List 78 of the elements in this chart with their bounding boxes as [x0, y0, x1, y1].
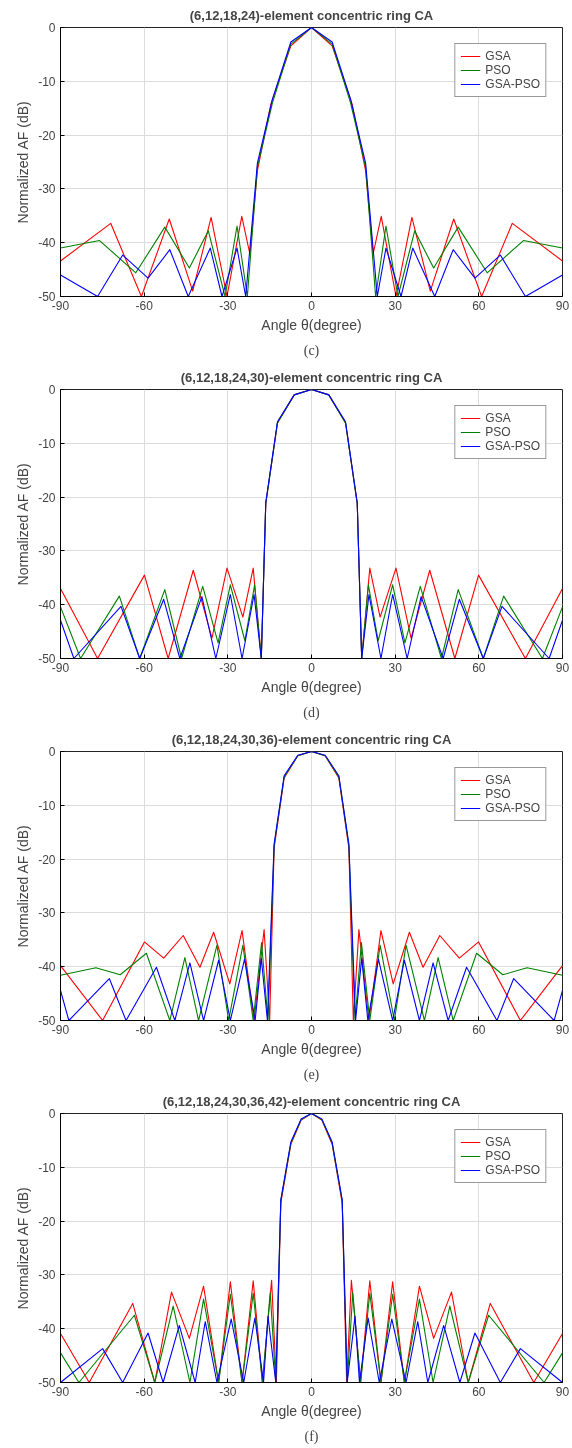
x-axis-title: Angle θ(degree) — [261, 678, 362, 695]
x-tick-label: 0 — [308, 660, 316, 675]
legend-label: GSA — [485, 411, 511, 425]
y-tick-label: -20 — [38, 1214, 56, 1229]
y-tick-label: -30 — [38, 906, 56, 921]
x-axis-title: Angle θ(degree) — [261, 316, 362, 333]
y-tick-label: -20 — [38, 128, 56, 143]
x-tick-label: 30 — [388, 1384, 403, 1399]
x-tick-label: 0 — [308, 298, 316, 313]
x-tick-label: -30 — [219, 298, 237, 313]
y-axis-title: Normalized AF (dB) — [15, 825, 32, 948]
y-tick-label: 0 — [48, 21, 56, 35]
y-tick-label: -40 — [38, 236, 56, 251]
y-tick-label: -40 — [38, 1322, 56, 1337]
x-tick-label: -30 — [219, 1022, 237, 1037]
y-tick-label: -30 — [38, 544, 56, 559]
chart-title: (6,12,18,24,30,36)-element concentric ring CA — [171, 731, 452, 747]
y-tick-label: -40 — [38, 960, 56, 975]
y-tick-label: -10 — [38, 74, 56, 89]
y-tick-label: -50 — [38, 1014, 56, 1028]
legend-label: GSA — [485, 49, 511, 63]
text: (f) — [304, 1428, 319, 1445]
x-tick-label: 90 — [555, 1384, 570, 1399]
y-tick-label: 0 — [48, 1107, 56, 1121]
x-tick-label: -60 — [135, 1022, 154, 1037]
y-tick-label: -30 — [38, 1268, 56, 1283]
x-tick-label: 90 — [555, 298, 570, 313]
y-axis-title: Normalized AF (dB) — [15, 101, 32, 224]
legend-label: PSO — [485, 787, 511, 801]
x-tick-label: 60 — [472, 298, 486, 313]
x-tick-label: -60 — [135, 660, 154, 675]
x-tick-label: 90 — [555, 660, 570, 675]
chart-title: (6,12,18,24,30,36,42)-element concentric ring CA — [162, 1093, 461, 1109]
y-axis-title: Normalized AF (dB) — [15, 1187, 32, 1310]
text: (c) — [303, 342, 320, 359]
chart-title: (6,12,18,24,30)-element concentric ring CA — [180, 369, 443, 385]
y-tick-label: 0 — [48, 745, 56, 759]
legend-label: GSA-PSO — [485, 801, 540, 815]
legend-label: PSO — [485, 63, 511, 77]
y-tick-label: -50 — [38, 652, 56, 666]
x-tick-label: -60 — [135, 1384, 154, 1399]
x-tick-label: 0 — [308, 1384, 316, 1399]
legend-label: PSO — [485, 1149, 511, 1163]
line-series — [60, 1113, 563, 1383]
y-tick-label: -50 — [38, 290, 56, 304]
legend-label: GSA — [485, 773, 511, 787]
x-tick-label: 60 — [472, 1384, 486, 1399]
legend-label: GSA-PSO — [485, 77, 540, 91]
y-tick-label: 0 — [48, 383, 56, 397]
line-series — [60, 389, 563, 659]
y-tick-label: -10 — [38, 436, 56, 451]
x-axis-title: Angle θ(degree) — [261, 1402, 362, 1419]
y-tick-label: -50 — [38, 1376, 56, 1390]
chart-title: (6,12,18,24)-element concentric ring CA — [189, 7, 434, 23]
x-tick-label: 60 — [472, 660, 486, 675]
text: (e) — [303, 1066, 320, 1083]
x-tick-label: 0 — [308, 1022, 316, 1037]
legend-label: PSO — [485, 425, 511, 439]
y-tick-label: -20 — [38, 852, 56, 867]
x-tick-label: -30 — [219, 660, 237, 675]
y-tick-label: -40 — [38, 598, 56, 613]
x-tick-label: 30 — [388, 1022, 403, 1037]
x-tick-label: 90 — [555, 1022, 570, 1037]
y-tick-label: -20 — [38, 490, 56, 505]
y-tick-label: -10 — [38, 1160, 56, 1175]
x-axis-title: Angle θ(degree) — [261, 1040, 362, 1057]
x-tick-label: -30 — [219, 1384, 237, 1399]
legend-label: GSA-PSO — [485, 439, 540, 453]
x-tick-label: 30 — [388, 298, 403, 313]
legend-label: GSA — [485, 1135, 511, 1149]
x-tick-label: -60 — [135, 298, 154, 313]
text: (d) — [303, 704, 320, 721]
y-tick-label: -30 — [38, 182, 56, 197]
y-axis-title: Normalized AF (dB) — [15, 463, 32, 586]
x-tick-label: 30 — [388, 660, 403, 675]
x-tick-label: 60 — [472, 1022, 486, 1037]
legend-label: GSA-PSO — [485, 1163, 540, 1177]
y-tick-label: -10 — [38, 798, 56, 813]
